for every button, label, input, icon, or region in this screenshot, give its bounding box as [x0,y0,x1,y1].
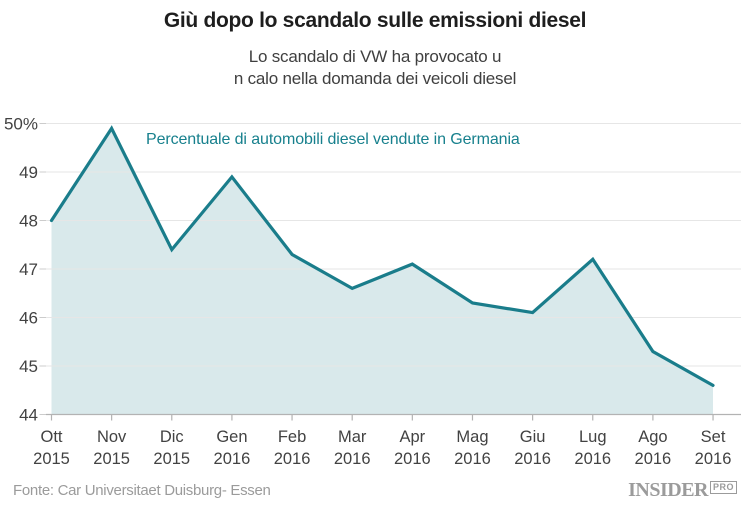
x-axis-label-year: 2016 [514,450,551,468]
x-axis-label-month: Lug [579,428,607,446]
y-axis-label: 49 [19,163,38,182]
chart-subtitle-line1: Lo scandalo di VW ha provocato u [248,47,502,66]
x-axis-label-year: 2016 [334,450,371,468]
x-axis-label-year: 2015 [93,450,130,468]
x-axis-label-year: 2016 [274,450,311,468]
y-axis-label: 46 [19,309,38,328]
x-axis-label-month: Nov [97,428,127,446]
source-credit: Fonte: Car Universitaet Duisburg- Essen [13,482,271,499]
x-axis-label-month: Mar [338,428,367,446]
series-line [49,125,715,387]
x-axis-label-month: Ott [40,428,62,446]
x-axis-label-month: Apr [399,428,425,446]
x-axis-label-month: Feb [278,428,306,446]
x-axis-label-year: 2016 [695,450,732,468]
series-label: Percentuale di automobili diesel vendute… [146,131,520,148]
x-axis-label-month: Dic [160,428,184,446]
x-axis-label-year: 2016 [635,450,672,468]
chart-subtitle: Lo scandalo di VW ha provocato u n calo … [0,46,750,90]
pro-logo-badge: PRO [709,481,737,494]
y-axis-label: 48 [19,212,38,231]
x-axis-label-month: Set [701,428,726,446]
chart-subtitle-line2: n calo nella domanda dei veicoli diesel [233,69,517,88]
x-axis-label-year: 2016 [574,450,611,468]
x-axis-label-year: 2015 [153,450,190,468]
footer: Fonte: Car Universitaet Duisburg- Essen … [0,475,750,508]
y-axis-label: 50% [4,115,38,134]
chart-title: Giù dopo lo scandalo sulle emissioni die… [163,9,587,32]
y-axis-label: 44 [19,406,38,425]
x-axis-label-month: Giu [520,428,546,446]
x-axis-label-year: 2015 [33,450,70,468]
insider-pro-logo: INSIDER PRO [628,479,737,502]
x-axis-label-year: 2016 [394,450,431,468]
x-axis-label-year: 2016 [454,450,491,468]
series-area-fill [51,128,713,415]
x-axis-label-month: Mag [456,428,488,446]
x-axis-label-year: 2016 [214,450,251,468]
y-axis-label: 45 [19,357,38,376]
x-axis-label-month: Ago [638,428,667,446]
insider-logo-text: INSIDER [628,479,708,501]
y-axis-label: 47 [19,260,38,279]
x-axis-label-month: Gen [216,428,247,446]
